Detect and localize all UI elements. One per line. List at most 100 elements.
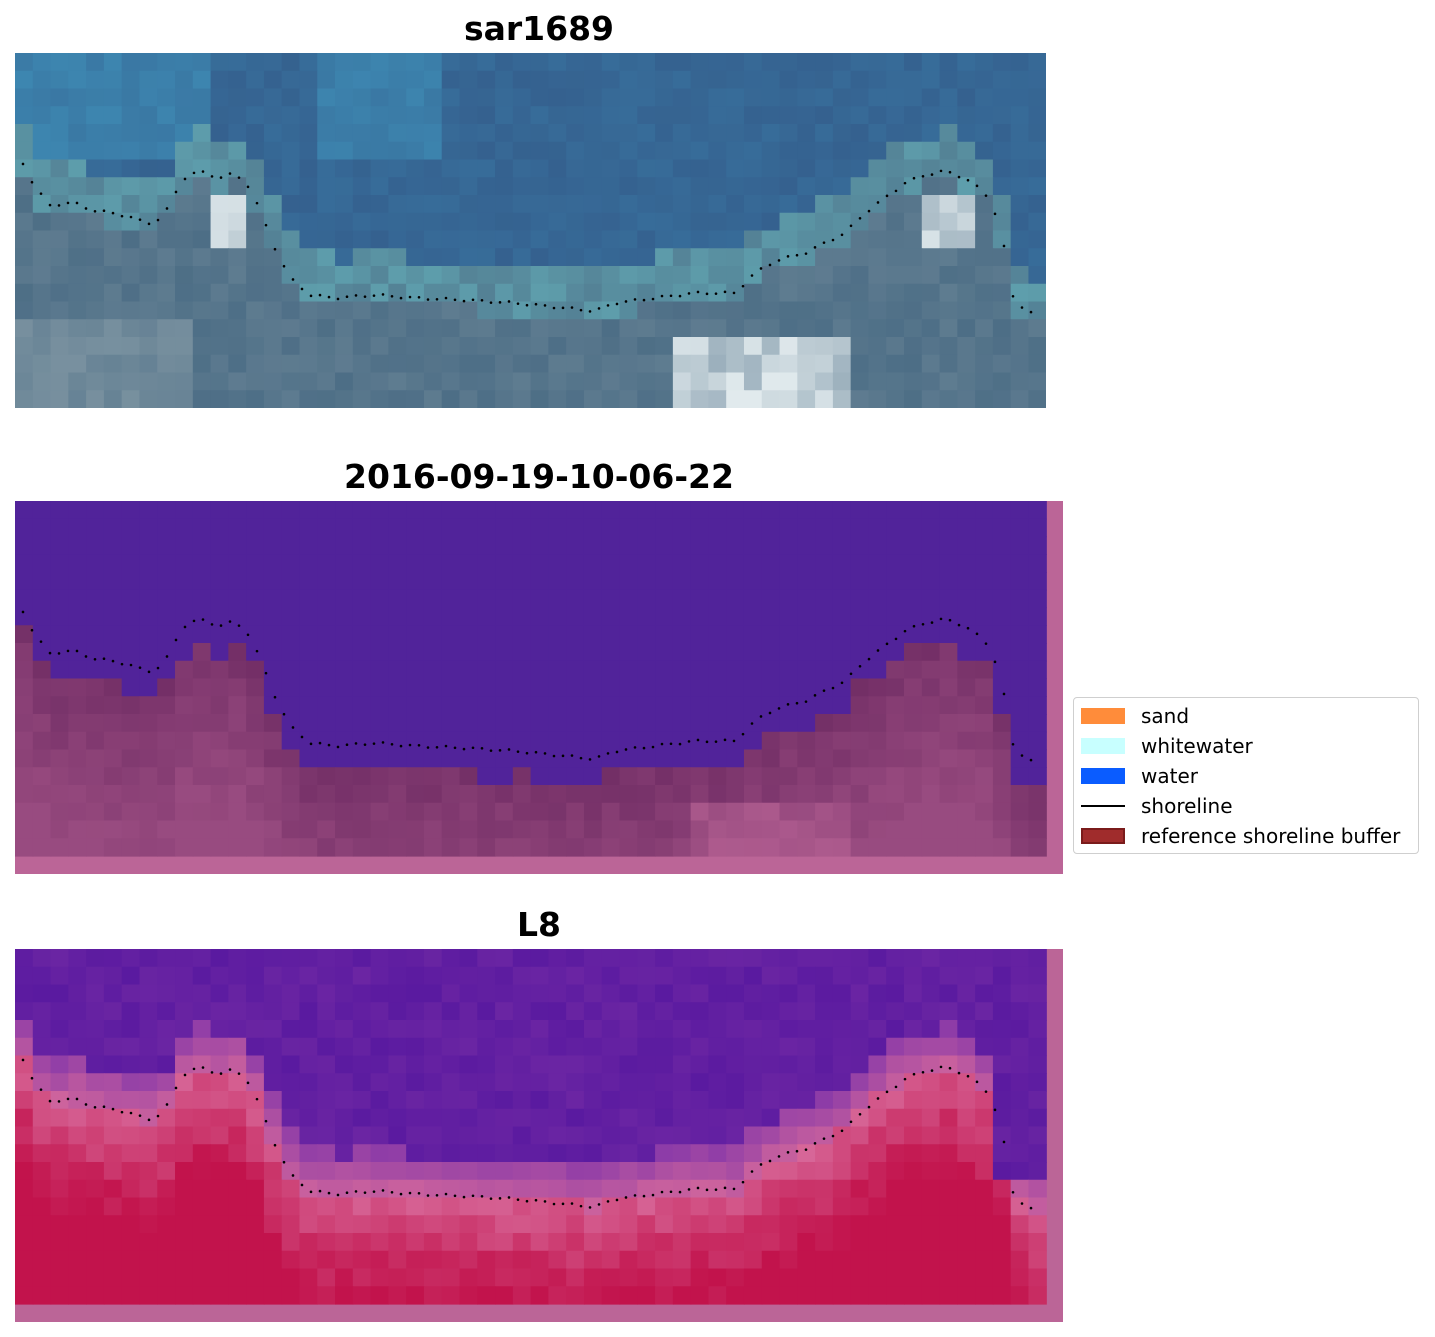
pixel <box>868 838 887 857</box>
pixel <box>619 518 638 538</box>
pixel <box>103 625 123 644</box>
pixel <box>317 337 336 356</box>
pixel <box>992 1002 1012 1021</box>
pixel <box>797 802 816 822</box>
pixel <box>957 1268 976 1287</box>
pixel <box>904 966 923 986</box>
pixel <box>655 1091 674 1110</box>
pixel <box>86 301 105 320</box>
pixel <box>761 1020 781 1039</box>
pixel <box>335 554 354 573</box>
pixel <box>939 124 958 143</box>
pixel <box>957 1073 976 1092</box>
pixel <box>708 159 727 178</box>
shoreline-point <box>705 740 709 744</box>
pixel <box>566 141 585 161</box>
pixel <box>103 1162 123 1181</box>
pixel <box>50 106 69 125</box>
pixel <box>672 607 692 626</box>
pixel <box>157 696 176 715</box>
pixel <box>246 390 265 408</box>
pixel <box>975 159 994 178</box>
shoreline-point <box>399 1192 403 1196</box>
pixel <box>192 53 212 72</box>
pixel <box>388 1286 407 1305</box>
pixel <box>441 1002 461 1021</box>
pixel <box>139 1020 158 1039</box>
pixel <box>210 838 229 857</box>
pixel <box>779 230 798 249</box>
shoreline-point <box>507 300 511 303</box>
pixel <box>192 767 212 786</box>
pixel <box>1010 678 1030 697</box>
pixel <box>495 678 514 697</box>
pixel <box>157 714 176 733</box>
shoreline-point <box>210 1071 214 1074</box>
pixel <box>210 319 229 338</box>
pixel <box>139 820 158 839</box>
pixel <box>263 248 283 267</box>
shoreline-point <box>858 1112 862 1116</box>
pixel <box>726 319 745 338</box>
pixel <box>246 802 265 822</box>
legend-label-sand: sand <box>1141 704 1190 728</box>
pixel <box>1028 1037 1047 1057</box>
shoreline-point <box>795 701 799 705</box>
pixel <box>904 53 923 72</box>
pixel <box>530 536 549 555</box>
pixel <box>406 53 425 72</box>
pixel <box>637 1091 656 1110</box>
pixel <box>50 767 69 786</box>
pixel <box>672 949 692 968</box>
pixel <box>32 785 52 804</box>
pixel <box>690 283 710 303</box>
pixel <box>32 625 52 644</box>
shoreline-point <box>867 1105 871 1109</box>
pixel <box>886 390 905 408</box>
pixel <box>263 731 283 751</box>
pixel <box>103 518 123 538</box>
pixel <box>743 159 763 178</box>
pixel <box>86 1233 105 1252</box>
pixel <box>957 802 976 822</box>
pixel <box>139 949 158 968</box>
pixel <box>246 266 265 285</box>
pixel <box>175 1162 194 1181</box>
pixel <box>1010 949 1030 968</box>
pixel <box>139 354 158 374</box>
pixel <box>228 266 247 285</box>
pixel <box>15 984 34 1003</box>
pixel <box>86 767 105 786</box>
pixel <box>637 53 656 72</box>
pixel <box>228 501 247 520</box>
pixel <box>921 501 941 520</box>
pixel <box>228 536 247 555</box>
pixel <box>388 984 407 1003</box>
pixel <box>850 390 870 408</box>
pixel <box>957 354 976 374</box>
pixel <box>263 949 283 968</box>
shoreline-point <box>669 742 673 746</box>
pixel <box>868 589 887 609</box>
pixel <box>335 70 354 90</box>
pixel <box>370 749 389 768</box>
pixel <box>157 1215 176 1234</box>
pixel <box>246 820 265 839</box>
pixel <box>583 625 603 644</box>
pixel <box>281 966 301 986</box>
pixel <box>228 230 247 249</box>
pixel <box>779 337 798 356</box>
pixel <box>583 212 603 232</box>
pixel <box>281 53 301 72</box>
pixel <box>246 1144 265 1163</box>
pixel <box>708 1055 727 1074</box>
pixel <box>495 248 514 267</box>
pixel <box>779 589 798 609</box>
pixel <box>139 1091 158 1110</box>
pixel <box>655 820 674 839</box>
pixel <box>761 1055 781 1074</box>
pixel <box>210 966 229 986</box>
pixel <box>477 643 496 662</box>
pixel <box>406 1037 425 1057</box>
pixel <box>406 390 425 408</box>
